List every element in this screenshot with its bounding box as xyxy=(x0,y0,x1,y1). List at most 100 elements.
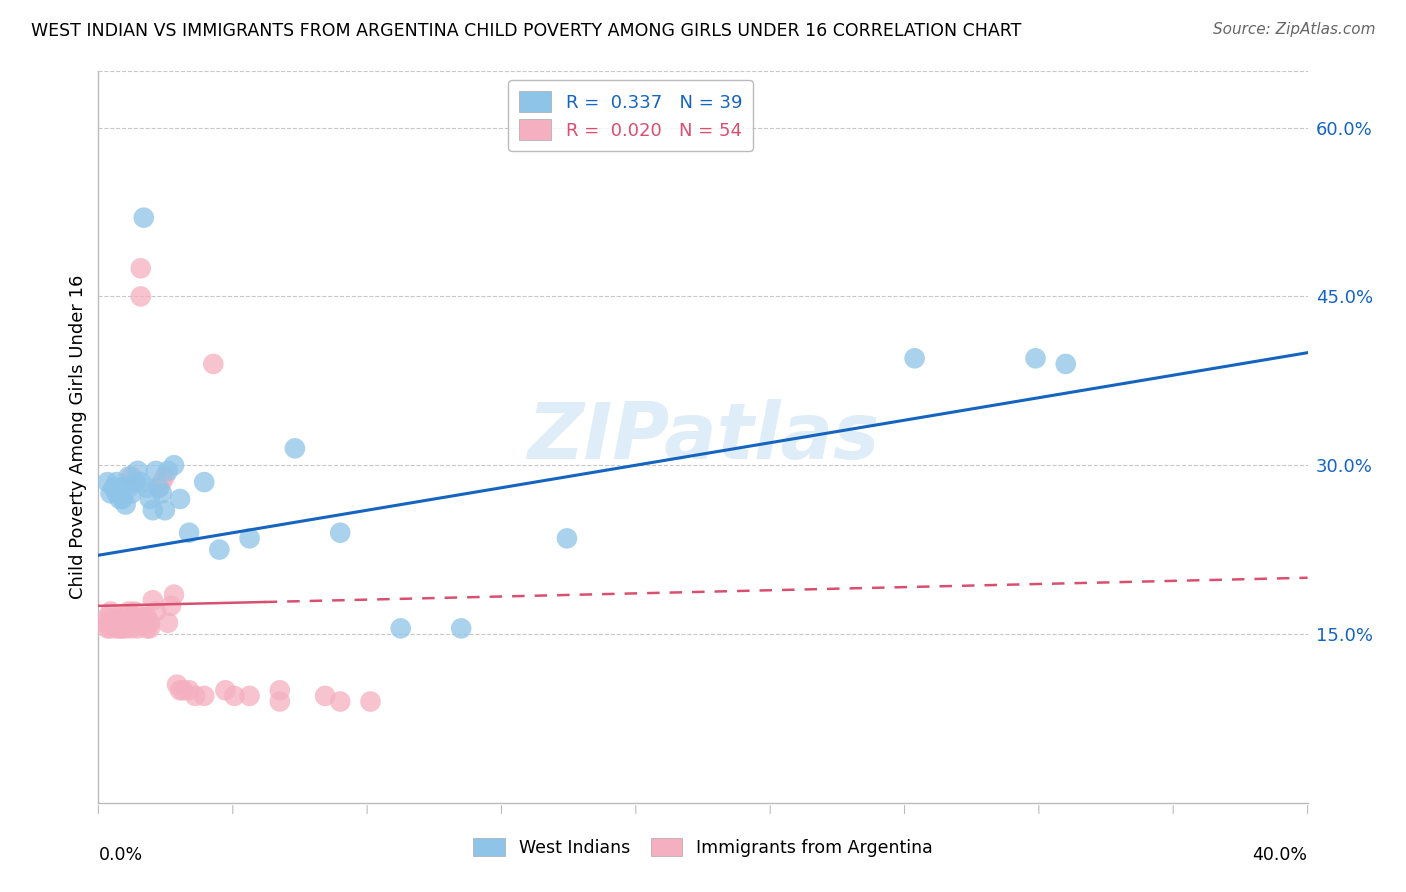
Point xyxy=(193,475,215,489)
Point xyxy=(121,486,143,500)
Point xyxy=(169,491,191,506)
Point xyxy=(360,694,382,708)
Point xyxy=(135,610,157,624)
Point xyxy=(148,481,170,495)
Point xyxy=(118,481,141,495)
Point xyxy=(96,610,118,624)
Point xyxy=(284,442,307,456)
Point xyxy=(103,481,125,495)
Text: Source: ZipAtlas.com: Source: ZipAtlas.com xyxy=(1212,22,1375,37)
Point xyxy=(150,475,173,489)
Point xyxy=(108,491,131,506)
Point xyxy=(132,211,155,225)
Point xyxy=(108,615,131,630)
Point xyxy=(96,621,118,635)
Point xyxy=(329,694,352,708)
Point xyxy=(269,683,291,698)
Point xyxy=(153,469,176,483)
Point xyxy=(139,621,162,635)
Point xyxy=(127,464,149,478)
Point xyxy=(103,615,125,630)
Point xyxy=(114,615,136,630)
Point xyxy=(105,486,128,500)
Point xyxy=(179,525,201,540)
Point xyxy=(124,605,146,619)
Point xyxy=(555,532,578,546)
Point xyxy=(108,621,131,635)
Point xyxy=(129,261,152,276)
Point xyxy=(96,475,118,489)
Point xyxy=(156,615,179,630)
Legend: West Indians, Immigrants from Argentina: West Indians, Immigrants from Argentina xyxy=(467,831,939,863)
Point xyxy=(121,621,143,635)
Point xyxy=(135,621,157,635)
Point xyxy=(148,481,170,495)
Point xyxy=(160,599,183,613)
Point xyxy=(127,615,149,630)
Point xyxy=(135,481,157,495)
Point xyxy=(114,621,136,635)
Y-axis label: Child Poverty Among Girls Under 16: Child Poverty Among Girls Under 16 xyxy=(69,275,87,599)
Point xyxy=(239,689,262,703)
Point xyxy=(111,621,134,635)
Point xyxy=(184,689,207,703)
Point xyxy=(105,610,128,624)
Point xyxy=(150,486,173,500)
Point xyxy=(904,351,927,366)
Point xyxy=(111,491,134,506)
Point xyxy=(145,605,167,619)
Point xyxy=(314,689,336,703)
Point xyxy=(100,621,122,635)
Text: ZIPatlas: ZIPatlas xyxy=(527,399,879,475)
Point xyxy=(129,289,152,303)
Point xyxy=(129,475,152,489)
Point xyxy=(132,610,155,624)
Point xyxy=(202,357,225,371)
Point xyxy=(118,605,141,619)
Point xyxy=(145,464,167,478)
Point xyxy=(93,615,115,630)
Point xyxy=(153,503,176,517)
Point xyxy=(450,621,472,635)
Point xyxy=(166,678,188,692)
Point xyxy=(329,525,352,540)
Point xyxy=(214,683,236,698)
Text: 40.0%: 40.0% xyxy=(1253,846,1308,863)
Point xyxy=(1054,357,1077,371)
Text: WEST INDIAN VS IMMIGRANTS FROM ARGENTINA CHILD POVERTY AMONG GIRLS UNDER 16 CORR: WEST INDIAN VS IMMIGRANTS FROM ARGENTINA… xyxy=(31,22,1021,40)
Point xyxy=(114,498,136,512)
Point xyxy=(100,605,122,619)
Point xyxy=(100,486,122,500)
Point xyxy=(172,683,194,698)
Point xyxy=(193,689,215,703)
Point xyxy=(111,610,134,624)
Point xyxy=(169,683,191,698)
Point xyxy=(389,621,412,635)
Point xyxy=(179,683,201,698)
Point xyxy=(124,475,146,489)
Point xyxy=(139,615,162,630)
Point xyxy=(105,475,128,489)
Point xyxy=(118,469,141,483)
Point xyxy=(111,481,134,495)
Point xyxy=(118,615,141,630)
Point xyxy=(121,469,143,483)
Point xyxy=(208,542,231,557)
Point xyxy=(139,491,162,506)
Point xyxy=(142,593,165,607)
Point xyxy=(163,588,186,602)
Point xyxy=(105,621,128,635)
Point xyxy=(269,694,291,708)
Point xyxy=(142,503,165,517)
Point xyxy=(239,532,262,546)
Point xyxy=(132,615,155,630)
Point xyxy=(124,610,146,624)
Text: 0.0%: 0.0% xyxy=(98,846,142,863)
Point xyxy=(127,621,149,635)
Point xyxy=(108,481,131,495)
Point xyxy=(156,464,179,478)
Point xyxy=(163,458,186,473)
Point xyxy=(103,615,125,630)
Point xyxy=(1024,351,1046,366)
Point xyxy=(224,689,246,703)
